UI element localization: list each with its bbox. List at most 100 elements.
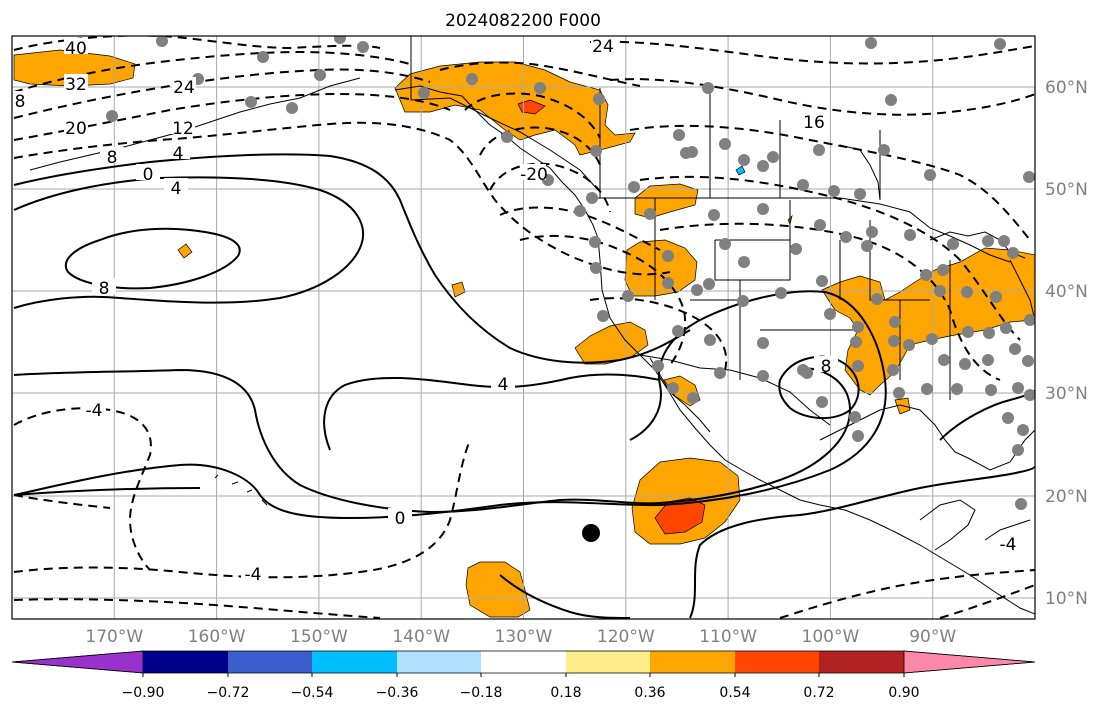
shaded-region-central-us	[821, 247, 1035, 396]
contour-label-bg	[92, 278, 116, 294]
station-dot	[574, 205, 586, 217]
border-us-states	[654, 198, 951, 400]
station-dot	[921, 383, 933, 395]
station-dot	[887, 364, 899, 376]
station-dot	[622, 290, 634, 302]
coastline-caribbean	[984, 519, 1031, 541]
colorbar-segment	[397, 651, 481, 673]
contour-label: 40	[65, 39, 87, 59]
map-frame	[11, 35, 1036, 620]
station-dot	[852, 360, 864, 372]
contour-dashed-s	[13, 494, 111, 509]
station-dot	[994, 38, 1006, 50]
coastline-yucatan	[919, 499, 976, 551]
station-dot	[889, 316, 901, 328]
station-dot	[998, 235, 1010, 247]
station-dot	[904, 229, 916, 241]
contour-dashed-p	[639, 175, 1021, 341]
lon-tick-label: 120°W	[597, 627, 655, 647]
station-dot	[850, 336, 862, 348]
station-dot	[947, 238, 959, 250]
colorbar-segment	[312, 651, 397, 673]
colorbar-tick-label: 0.90	[888, 685, 919, 701]
station-dot	[590, 145, 602, 157]
station-dot	[816, 275, 828, 287]
station-dot	[849, 411, 861, 423]
coastline-hawaii	[214, 474, 268, 506]
shaded-region-calif	[574, 321, 649, 365]
latitude-labels: 60°N 50°N 40°N 30°N 20°N 10°N	[1045, 78, 1088, 609]
contour-0-main	[13, 290, 887, 520]
station-dot	[1022, 355, 1034, 367]
contour-label: 4	[173, 144, 184, 164]
station-dot	[334, 36, 346, 44]
contour-dashed-r	[13, 407, 152, 571]
map-title: 2024082200 F000	[445, 11, 601, 31]
station-dot	[314, 69, 326, 81]
coastline-west	[597, 237, 1035, 615]
contour-label: 12	[172, 119, 194, 139]
station-dot	[757, 203, 769, 215]
station-dot	[597, 310, 609, 322]
station-dot	[961, 286, 973, 298]
station-dot	[719, 238, 731, 250]
station-dot	[1024, 314, 1035, 326]
station-dot	[719, 138, 731, 150]
station-dot	[757, 337, 769, 349]
contour-label-bg	[166, 143, 190, 159]
contour-label: 32	[65, 75, 87, 95]
station-dot	[1015, 498, 1027, 510]
station-dot	[702, 82, 714, 94]
station-dot	[888, 335, 900, 347]
station-dot	[738, 256, 750, 268]
station-dot	[813, 144, 825, 156]
border-us-mexico	[639, 354, 831, 426]
station-markers	[106, 36, 1035, 510]
station-dot	[714, 367, 726, 379]
contour-dashed-j	[499, 206, 661, 251]
station-dot	[982, 235, 994, 247]
border-us-canada	[598, 197, 1011, 263]
station-dot	[418, 87, 430, 99]
colorbar-tick-label: −0.90	[122, 685, 165, 701]
colorbar-segment	[143, 651, 228, 673]
station-dot	[737, 295, 749, 307]
colorbar-tick-label: −0.36	[376, 685, 419, 701]
colorbar-segment	[650, 651, 735, 673]
station-dot	[466, 73, 478, 85]
station-dot	[586, 192, 598, 204]
shaded-region-alaska-core	[517, 99, 546, 115]
contour-label: 8	[107, 148, 118, 168]
colorbar-segment	[735, 651, 819, 673]
contour-dashed-h	[479, 126, 603, 171]
station-dot	[767, 151, 779, 163]
station-dot	[156, 36, 168, 47]
station-dot	[797, 179, 809, 191]
contour-dashed-v	[779, 569, 1035, 619]
contour-label-bg	[82, 400, 106, 416]
lon-tick-label: 140°W	[392, 627, 450, 647]
storm-center-marker	[582, 524, 600, 542]
contour-label-bg	[100, 147, 124, 163]
station-dot	[790, 243, 802, 255]
contour-label-bg	[171, 118, 195, 134]
lon-tick-label: 170°W	[85, 627, 143, 647]
station-dot	[1012, 382, 1024, 394]
station-dot	[962, 326, 974, 338]
contour-dashed-g	[464, 92, 601, 139]
lat-tick-label: 50°N	[1045, 180, 1088, 200]
lon-tick-label: 100°W	[802, 627, 860, 647]
station-dot	[757, 160, 769, 172]
shaded-region-south	[465, 561, 531, 618]
colorbar-tick-label: 0.18	[550, 685, 581, 701]
shaded-region-hawaii-west	[177, 243, 193, 259]
station-dot	[757, 370, 769, 382]
station-dot	[704, 334, 716, 346]
contour-dashed-m	[589, 40, 1035, 65]
contour-label: 16	[803, 113, 825, 133]
contour-label-bg	[996, 534, 1020, 550]
contour-dashed-i	[489, 162, 611, 213]
colorbar-tick-label: −0.72	[207, 685, 250, 701]
